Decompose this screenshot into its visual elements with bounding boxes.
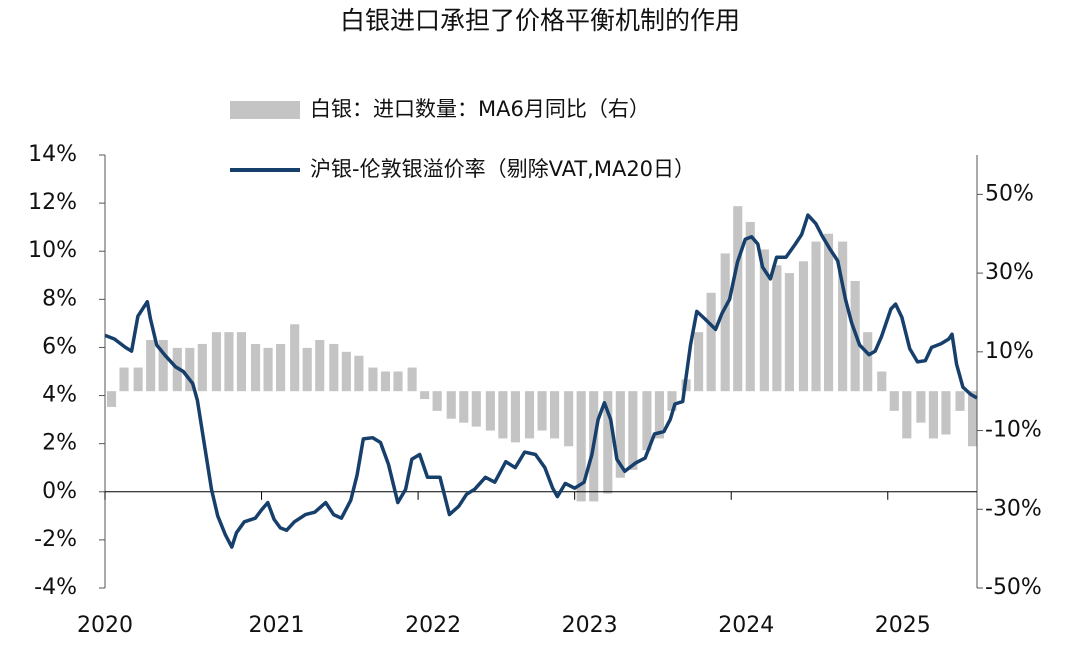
- y-tick-label: 8%: [42, 286, 77, 311]
- bar: [628, 391, 638, 470]
- bar: [654, 391, 665, 439]
- bar: [877, 371, 887, 392]
- bar: [537, 391, 547, 431]
- bar: [772, 265, 782, 392]
- bar: [158, 340, 168, 392]
- x-tick-label: 2025: [875, 613, 931, 638]
- bar: [290, 324, 300, 392]
- bar: [916, 391, 926, 423]
- bar: [889, 391, 899, 411]
- bar: [354, 355, 364, 392]
- bar: [459, 391, 469, 423]
- bar: [341, 351, 351, 392]
- bar: [564, 391, 574, 447]
- legend-label: 沪银-伦敦银溢价率（剔除VAT,MA20日）: [310, 157, 695, 181]
- bar: [407, 367, 417, 392]
- bar: [368, 367, 378, 392]
- bar: [485, 391, 495, 431]
- bar: [811, 241, 821, 392]
- x-tick-label: 2021: [249, 613, 305, 638]
- bar: [302, 347, 312, 392]
- legend-swatch: [230, 101, 300, 119]
- y-tick-label: 12%: [28, 190, 77, 215]
- x-tick-label: 2023: [562, 613, 618, 638]
- chart-title: 白银进口承担了价格平衡机制的作用: [340, 6, 740, 35]
- bar: [733, 206, 743, 392]
- bar: [642, 391, 652, 451]
- bar: [615, 391, 625, 478]
- bar: [745, 221, 755, 392]
- bar: [224, 332, 234, 392]
- bar: [119, 367, 129, 392]
- bar: [967, 391, 978, 447]
- bar: [798, 261, 809, 392]
- bar: [498, 391, 508, 439]
- x-tick-label: 2020: [77, 613, 133, 638]
- y2-tick-label: 30%: [985, 260, 1034, 285]
- bar: [941, 391, 951, 435]
- bar: [471, 391, 481, 427]
- bar: [236, 332, 247, 392]
- bar: [823, 233, 834, 392]
- bar: [759, 249, 769, 392]
- y-tick-label: -4%: [34, 575, 77, 600]
- bar: [276, 343, 286, 392]
- bar: [510, 391, 520, 443]
- y-tick-label: 14%: [28, 142, 77, 167]
- line: [104, 213, 978, 549]
- bar: [550, 391, 560, 439]
- legend-label: 白银：进口数量：MA6月同比（右）: [310, 97, 650, 121]
- bar: [928, 391, 938, 439]
- y2-tick-label: -30%: [985, 496, 1042, 521]
- bar: [185, 347, 195, 392]
- y-tick-label: 2%: [42, 431, 77, 456]
- bar: [250, 343, 261, 392]
- bar: [667, 391, 677, 411]
- bar: [146, 340, 156, 392]
- bar: [576, 391, 586, 502]
- bar: [420, 391, 430, 400]
- bar: [329, 343, 339, 392]
- bar: [315, 340, 325, 392]
- bar: [197, 343, 207, 392]
- bar: [211, 332, 221, 392]
- bar: [694, 332, 704, 392]
- bar: [393, 371, 403, 392]
- y2-tick-label: 10%: [985, 339, 1034, 364]
- y-tick-label: 4%: [42, 383, 77, 408]
- bar: [902, 391, 912, 439]
- x-tick-label: 2024: [718, 613, 774, 638]
- bar: [955, 391, 965, 411]
- bar: [524, 391, 535, 439]
- bar: [784, 273, 794, 392]
- y2-tick-label: -10%: [985, 418, 1042, 443]
- bar: [706, 292, 716, 392]
- bar: [106, 391, 117, 407]
- y-tick-label: 6%: [42, 334, 77, 359]
- bar: [380, 371, 391, 392]
- x-tick-label: 2022: [405, 613, 461, 638]
- bar: [838, 241, 848, 392]
- bar: [720, 253, 730, 392]
- bar: [446, 391, 456, 419]
- y2-tick-label: 50%: [985, 181, 1034, 206]
- bar: [863, 332, 873, 392]
- bar: [432, 391, 442, 411]
- y-tick-label: -2%: [34, 527, 77, 552]
- y-tick-label: 10%: [28, 238, 77, 263]
- bar: [133, 367, 143, 392]
- y-tick-label: 0%: [42, 479, 77, 504]
- bar: [263, 347, 273, 392]
- y2-tick-label: -50%: [985, 575, 1042, 600]
- bar: [603, 391, 613, 494]
